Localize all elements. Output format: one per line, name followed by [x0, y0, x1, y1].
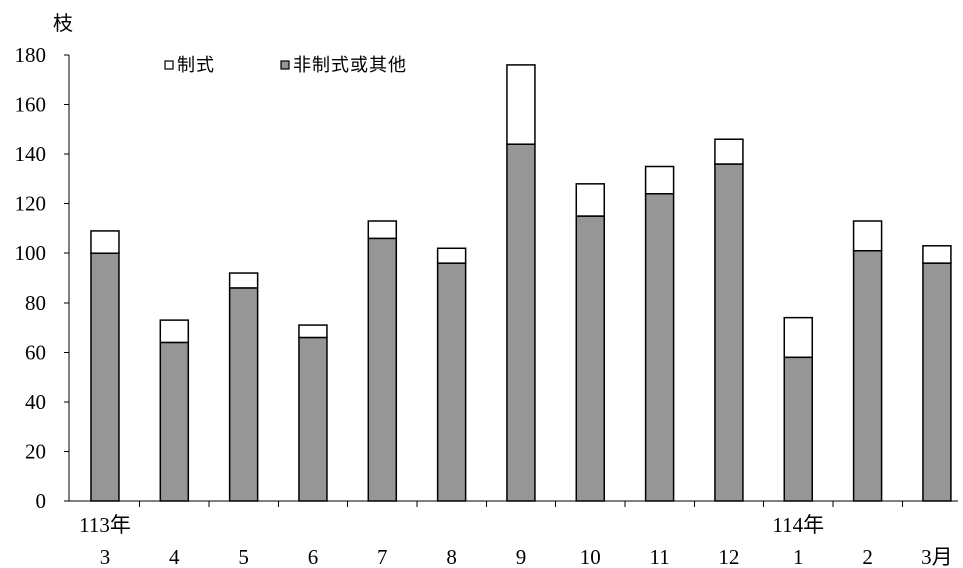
- bar-segment-s0-c7: [575, 183, 606, 217]
- bar-segment-s1-c1: [159, 341, 190, 502]
- bar-segment-s1-c3: [298, 336, 328, 502]
- x-tick-label: 3月: [921, 545, 953, 568]
- bar-segment-s1-c10: [783, 356, 814, 502]
- y-tick-label: 100: [15, 241, 47, 265]
- bars-group: [90, 64, 952, 502]
- legend-label: 制式: [177, 55, 215, 75]
- y-tick-label: 140: [15, 142, 47, 166]
- x-tick-label: 3: [100, 545, 111, 568]
- y-tick-label: 40: [25, 390, 46, 414]
- y-tick-label: 80: [25, 291, 46, 315]
- bar-segment-s0-c9: [714, 138, 744, 165]
- bar-segment-s1-c7: [575, 215, 606, 502]
- y-axis: 0 20 40 60 80 100 120 140 160 180: [15, 43, 70, 513]
- bar-segment-s0-c12: [922, 245, 952, 264]
- legend-label: 非制式或其他: [293, 55, 407, 75]
- bar-segment-s1-c6: [506, 143, 536, 502]
- bar-segment-s1-c9: [714, 163, 744, 502]
- x-tick-label: 7: [377, 545, 388, 568]
- y-tick-label: 180: [15, 43, 47, 67]
- bar-segment-s0-c8: [644, 165, 675, 195]
- y-tick-label: 160: [15, 93, 47, 117]
- bar-segment-s0-c5: [436, 247, 467, 264]
- legend: 制式 非制式或其他: [164, 55, 407, 75]
- bar-segment-s1-c5: [436, 262, 467, 502]
- bar-segment-s1-c12: [922, 262, 952, 502]
- x-tick-label: 5: [238, 545, 249, 568]
- legend-swatch: [280, 60, 290, 70]
- x-tick-label: 12: [718, 545, 739, 568]
- x-tick-label: 6: [308, 545, 319, 568]
- x-year-label: 113年: [79, 513, 131, 537]
- bar-segment-s0-c3: [298, 324, 328, 339]
- x-tick-label: 8: [446, 545, 457, 568]
- bar-segment-s1-c11: [852, 249, 883, 502]
- bar-segment-s0-c11: [852, 220, 883, 252]
- bar-segment-s0-c4: [367, 220, 398, 240]
- bar-segment-s0-c1: [159, 319, 190, 344]
- y-tick-label: 20: [25, 439, 46, 463]
- bar-segment-s0-c2: [228, 272, 259, 289]
- bar-segment-s1-c8: [644, 193, 675, 502]
- y-axis-unit-label: 枝: [53, 12, 73, 35]
- bar-segment-s1-c2: [228, 287, 259, 502]
- x-tick-label: 2: [862, 545, 873, 568]
- bar-segment-s0-c0: [90, 230, 120, 254]
- x-tick-label: 1: [793, 545, 804, 568]
- y-tick-label: 60: [25, 340, 46, 364]
- x-year-label: 114年: [772, 513, 824, 537]
- y-tick-label: 120: [15, 192, 47, 216]
- bar-segment-s1-c4: [367, 237, 398, 502]
- x-tick-label: 11: [649, 545, 669, 568]
- x-tick-label: 9: [516, 545, 527, 568]
- y-tick-label: 0: [36, 489, 47, 513]
- bar-segment-s0-c10: [783, 316, 814, 359]
- x-tick-label: 10: [580, 545, 601, 568]
- bar-segment-s1-c0: [90, 252, 120, 502]
- x-tick-label: 4: [169, 545, 180, 568]
- bar-segment-s0-c6: [506, 64, 536, 145]
- legend-swatch: [164, 60, 174, 70]
